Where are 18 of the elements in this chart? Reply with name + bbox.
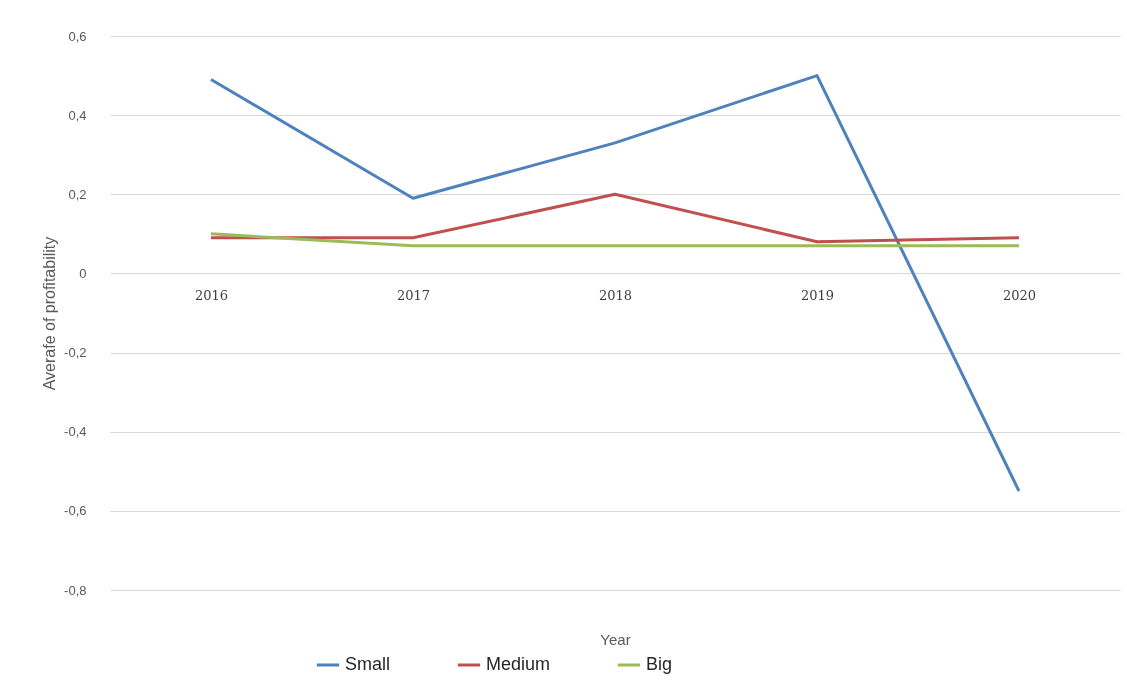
legend-label: Big	[646, 654, 673, 674]
y-tick-label: -0,6	[64, 503, 87, 519]
y-tick-label: -0,8	[64, 582, 87, 598]
y-tick-label: 0	[79, 265, 87, 281]
legend-label: Medium	[486, 654, 551, 674]
x-tick-label: 2017	[396, 287, 431, 303]
x-tick-label: 2016	[194, 287, 229, 303]
x-tick-label: 2018	[598, 287, 633, 303]
y-tick-label: 0,2	[68, 186, 87, 202]
y-tick-label: 0,4	[68, 107, 87, 123]
y-tick-label: -0,2	[64, 345, 87, 361]
x-tick-label: 2020	[1002, 287, 1037, 303]
legend-label: Small	[345, 654, 391, 674]
y-axis-title: Averafe of profitability	[41, 236, 59, 391]
x-axis-title: Year	[600, 630, 631, 648]
y-tick-label: -0,4	[64, 424, 87, 440]
y-tick-label: 0,6	[68, 28, 87, 44]
x-tick-label: 2019	[800, 287, 835, 303]
